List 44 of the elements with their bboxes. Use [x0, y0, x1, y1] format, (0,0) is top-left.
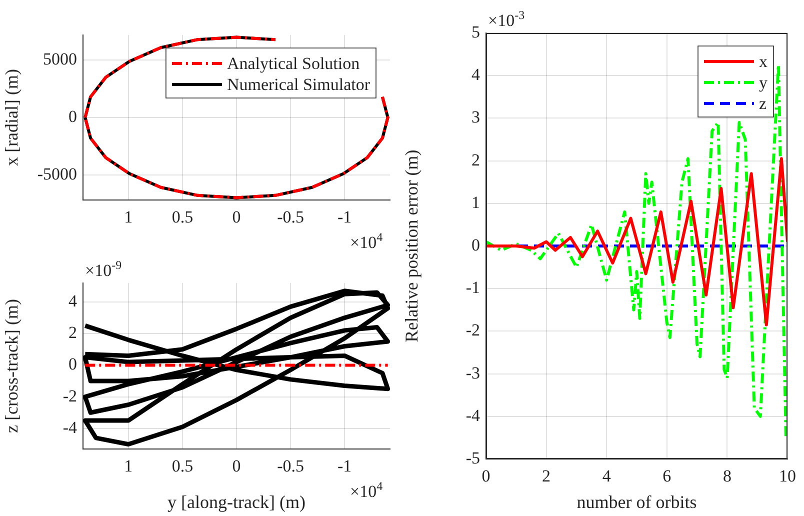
x-axis-title: y [along-track] (m) [168, 492, 306, 512]
y-tick-label: 2 [472, 150, 480, 170]
x-tick-label: 2 [542, 466, 551, 486]
y-tick-label: 4 [472, 65, 480, 84]
y-tick-label: -4 [62, 418, 78, 437]
x-tick-label: 6 [662, 466, 672, 486]
y-axis-title: Relative position error (m) [402, 150, 422, 342]
legend-label: z [759, 94, 767, 113]
y-tick-label: -1 [466, 278, 480, 298]
x-tick-label: -1 [338, 456, 352, 476]
legend-label: x [759, 52, 768, 71]
y-tick-label: -2 [466, 320, 480, 340]
y-tick-label: -5000 [37, 164, 77, 184]
x-tick-label: 0.5 [172, 456, 194, 476]
x-tick-label: -0.5 [277, 456, 304, 476]
x-tick-label: 0 [232, 456, 241, 476]
x-tick-label: 0 [232, 208, 241, 227]
x-tick-label: 4 [602, 466, 612, 486]
x-tick-label: 0.5 [172, 208, 194, 227]
x-tick-label: -1 [338, 208, 352, 227]
y-tick-label: -3 [466, 363, 480, 382]
x-tick-label: 10 [779, 466, 796, 486]
y-tick-label: 0 [472, 235, 480, 254]
y-tick-label: -4 [466, 406, 480, 425]
x-tick-label: 1 [124, 456, 133, 476]
legend-label: y [759, 72, 768, 92]
y-tick-label: -5 [466, 448, 480, 468]
y-tick-label: 3 [472, 108, 480, 127]
x-axis-title: number of orbits [576, 492, 697, 512]
y-tick-label: 2 [68, 323, 77, 342]
y-tick-label: 0 [68, 106, 77, 126]
y-tick-label: -2 [62, 386, 77, 406]
legend-label: Numerical Simulator [226, 74, 370, 94]
y-tick-label: 4 [68, 291, 78, 310]
legend-label: Analytical Solution [226, 54, 360, 73]
y-tick-label: 0 [68, 354, 77, 374]
x-tick-label: -0.5 [277, 208, 304, 227]
x-tick-label: 8 [722, 466, 732, 486]
y-axis-title: x [radial] (m) [2, 69, 22, 166]
y-tick-label: 5000 [43, 50, 77, 69]
x-tick-label: 1 [124, 208, 133, 227]
y-axis-title: z [cross-track] (m) [2, 299, 22, 433]
y-tick-label: 1 [472, 192, 480, 212]
y-tick-label: 5 [472, 22, 480, 42]
